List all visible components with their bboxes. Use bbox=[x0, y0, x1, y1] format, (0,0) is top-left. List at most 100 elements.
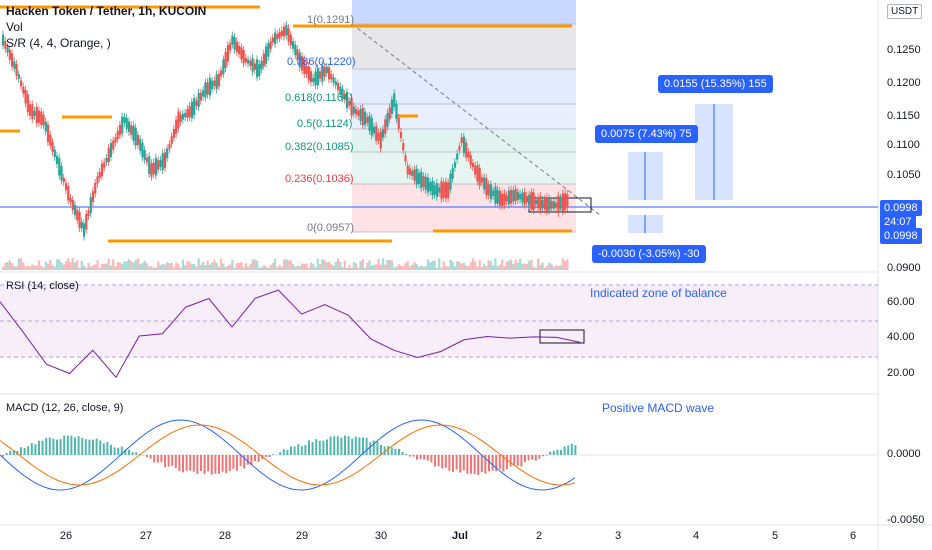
volume-bar bbox=[78, 267, 81, 270]
volume-bar bbox=[60, 262, 63, 270]
volume-bar bbox=[404, 263, 407, 270]
volume-bar bbox=[251, 259, 254, 270]
candle bbox=[202, 90, 205, 97]
macd-histogram-bar bbox=[128, 449, 130, 455]
candle bbox=[35, 106, 38, 124]
measure-mid-label[interactable]: 0.0075 (7.43%) 75 bbox=[595, 125, 698, 143]
macd-histogram-bar bbox=[124, 449, 127, 455]
volume-bar bbox=[26, 265, 29, 270]
volume-bar bbox=[215, 262, 218, 270]
candle bbox=[141, 142, 144, 158]
volume-bar bbox=[253, 259, 256, 270]
candle bbox=[321, 64, 324, 82]
price-tick: 0.1100 bbox=[887, 139, 920, 151]
candle bbox=[402, 142, 405, 151]
volume-bar bbox=[393, 267, 396, 270]
candle bbox=[449, 173, 452, 190]
candle bbox=[352, 106, 355, 114]
volume-bar bbox=[516, 262, 520, 270]
candle bbox=[501, 193, 504, 207]
volume-bar bbox=[548, 262, 551, 270]
macd-histogram-bar bbox=[380, 444, 382, 455]
candle bbox=[294, 44, 297, 56]
volume-bar bbox=[181, 259, 185, 270]
currency-button[interactable]: USDT bbox=[887, 4, 923, 19]
candle bbox=[217, 73, 221, 87]
volume-bar bbox=[480, 266, 484, 270]
volume-bar bbox=[100, 263, 104, 270]
candle bbox=[552, 201, 555, 209]
measure-top-label[interactable]: 0.0155 (15.35%) 155 bbox=[658, 75, 773, 93]
candle bbox=[143, 149, 146, 161]
candle bbox=[265, 46, 268, 64]
volume-bar bbox=[141, 262, 144, 270]
candle bbox=[312, 77, 315, 83]
candle bbox=[195, 100, 198, 106]
macd-histogram-bar bbox=[416, 455, 418, 460]
candle bbox=[172, 129, 176, 138]
candle bbox=[40, 111, 43, 125]
macd-histogram-bar bbox=[66, 435, 69, 455]
volume-bar bbox=[298, 265, 301, 270]
macd-histogram-bar bbox=[178, 455, 181, 472]
macd-histogram-bar bbox=[405, 453, 408, 455]
volume-bar bbox=[420, 265, 423, 270]
volume-bar bbox=[429, 262, 432, 270]
volume-bar bbox=[456, 261, 459, 270]
volume-bar bbox=[336, 258, 340, 270]
rsi-label: RSI (14, close) bbox=[6, 280, 79, 292]
volume-bar bbox=[368, 260, 371, 270]
volume-bar bbox=[458, 261, 461, 270]
macd-histogram-bar bbox=[347, 436, 350, 455]
volume-bar bbox=[539, 264, 542, 270]
volume-bar bbox=[226, 265, 230, 270]
volume-bar bbox=[53, 266, 56, 270]
candle bbox=[292, 41, 295, 49]
volume-bar bbox=[413, 261, 416, 270]
candle bbox=[130, 125, 133, 135]
macd-histogram-bar bbox=[120, 446, 123, 455]
volume-bar bbox=[492, 265, 495, 270]
candle bbox=[231, 35, 234, 45]
measure-down-label[interactable]: -0.0030 (-3.05%) -30 bbox=[592, 245, 706, 263]
candle bbox=[123, 117, 126, 123]
macd-histogram-bar bbox=[326, 439, 328, 455]
candle bbox=[262, 53, 265, 67]
candle bbox=[159, 159, 162, 167]
volume-bar bbox=[384, 264, 387, 270]
volume-bar bbox=[415, 263, 418, 270]
volume-bar bbox=[546, 265, 549, 270]
macd-histogram-bar bbox=[549, 451, 552, 455]
macd-histogram-bar bbox=[70, 435, 73, 455]
volume-bar bbox=[224, 267, 227, 270]
candle bbox=[8, 50, 11, 60]
candle bbox=[62, 177, 65, 183]
candle bbox=[28, 104, 32, 116]
volume-bar bbox=[471, 258, 475, 270]
volume-bar bbox=[402, 266, 405, 270]
macd-histogram-bar bbox=[243, 455, 246, 469]
fib-level-05: 0.5(0.1124) bbox=[297, 118, 353, 130]
volume-bar bbox=[462, 262, 466, 270]
fib-level-0236: 0.236(0.1036) bbox=[285, 173, 354, 185]
candle bbox=[186, 108, 189, 118]
macd-histogram-bar bbox=[394, 448, 397, 455]
candle bbox=[469, 155, 472, 165]
candle bbox=[489, 184, 493, 200]
volume-bar bbox=[42, 267, 45, 270]
candle bbox=[395, 104, 398, 120]
candle bbox=[109, 142, 113, 158]
candle bbox=[166, 148, 169, 159]
candle bbox=[399, 131, 403, 139]
macd-histogram-bar bbox=[315, 439, 318, 455]
candle bbox=[177, 111, 180, 129]
macd-histogram-bar bbox=[110, 444, 112, 455]
volume-bar bbox=[22, 262, 25, 270]
volume-bar bbox=[240, 262, 243, 270]
macd-histogram-bar bbox=[279, 452, 282, 455]
macd-histogram-bar bbox=[297, 444, 300, 455]
candle bbox=[534, 199, 537, 205]
fib-zone bbox=[352, 184, 576, 232]
volume-bar bbox=[543, 267, 546, 270]
